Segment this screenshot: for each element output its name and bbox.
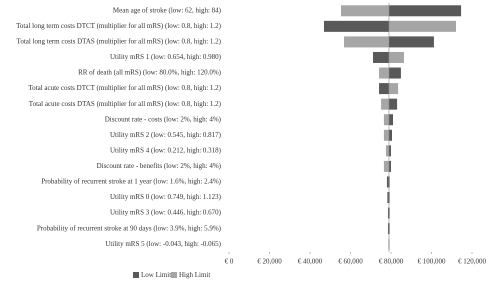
bar — [387, 223, 389, 235]
bar — [383, 114, 389, 126]
x-tick-label: € 120,000 — [458, 258, 487, 266]
legend-swatch — [171, 272, 177, 278]
bar — [323, 20, 389, 32]
x-tick-label: € 0 — [225, 258, 234, 266]
bar — [344, 36, 389, 48]
bar — [386, 176, 389, 188]
bar — [388, 129, 393, 141]
bar — [388, 83, 399, 95]
bar — [388, 98, 398, 110]
legend-swatch — [133, 272, 139, 278]
category-label: Utility mRS 5 (low: -0.043, high: -0.065… — [105, 240, 221, 248]
x-tick-label: € 100,000 — [418, 258, 447, 266]
bar — [383, 129, 389, 141]
x-tick-label: € 80,000 — [379, 258, 404, 266]
bar — [388, 176, 390, 188]
bar — [388, 145, 391, 157]
bar — [388, 5, 462, 17]
category-label: Total long term costs DTCT (multiplier f… — [16, 22, 222, 30]
bar — [388, 238, 390, 250]
bar — [387, 207, 389, 219]
bar — [372, 51, 389, 63]
bar — [379, 67, 389, 79]
bar — [387, 192, 389, 204]
category-label: RR of death (all mRS) (low: 80.0%, high:… — [78, 69, 222, 77]
category-label: Discount rate - benefits (low: 2%, high:… — [97, 162, 222, 170]
category-label: Utility mRS 4 (low: 0.212, high: 0.318) — [110, 146, 222, 154]
category-label: Utility mRS 1 (low: 0.654, high: 0.980) — [110, 53, 222, 61]
category-label: Utility mRS 3 (low: 0.446, high: 0.670) — [110, 209, 222, 217]
bar — [385, 145, 389, 157]
bar — [381, 98, 389, 110]
legend-label: Low Limit — [141, 271, 171, 279]
bar — [388, 207, 390, 219]
legend-label: High Limit — [179, 271, 210, 279]
bar — [388, 20, 457, 32]
category-label: Total acute costs DTAS (multiplier for a… — [29, 100, 222, 108]
category-label: Total long term costs DTAS (multiplier f… — [17, 38, 222, 46]
bar — [379, 83, 389, 95]
category-label: Total acute costs DTCT (multiplier for a… — [28, 84, 221, 92]
bar — [388, 67, 401, 79]
bar — [388, 192, 390, 204]
bar — [388, 36, 434, 48]
x-tick-label: € 20,000 — [257, 258, 282, 266]
x-tick-label: € 40,000 — [298, 258, 323, 266]
bar — [340, 5, 389, 17]
category-label: Mean age of stroke (low: 62, high: 84) — [113, 6, 222, 14]
x-tick-label: € 60,000 — [338, 258, 363, 266]
category-label: Discount rate - costs (low: 2%, high: 4%… — [105, 115, 222, 123]
bar — [383, 160, 389, 172]
bar — [388, 160, 391, 172]
category-label: Utility mRS 0 (low: 0.749, high: 1.123) — [110, 193, 222, 201]
category-label: Probability of recurrent stroke at 90 da… — [37, 224, 222, 232]
category-label: Probability of recurrent stroke at 1 yea… — [41, 178, 221, 186]
bar — [388, 114, 394, 126]
bar — [388, 51, 404, 63]
category-label: Utility mRS 2 (low: 0.545, high: 0.817) — [110, 131, 222, 139]
bar — [388, 223, 390, 235]
